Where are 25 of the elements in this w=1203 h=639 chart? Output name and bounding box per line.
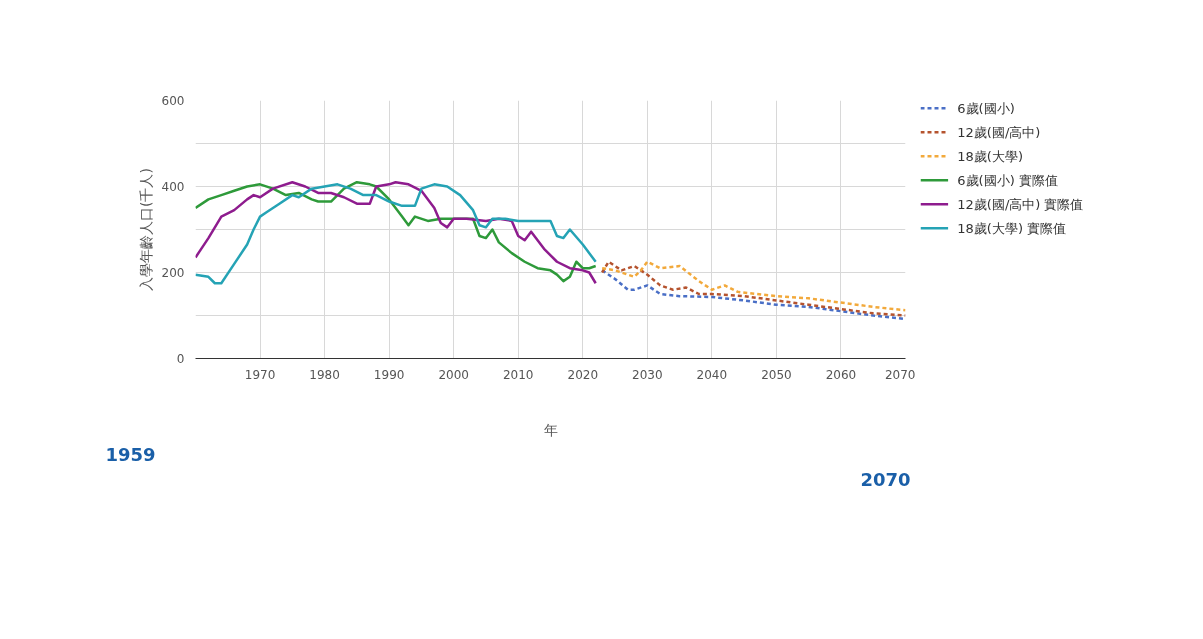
x-tick-label: 2050 [761, 367, 792, 382]
x-tick-label: 2010 [502, 367, 534, 382]
x-axis-title: 年 [543, 421, 558, 438]
x-tick-label: 2030 [632, 367, 663, 382]
x-tick-label: 1970 [244, 367, 276, 382]
x-tick-label: 1980 [309, 367, 340, 382]
y-tick-label: 400 [161, 180, 185, 194]
y-tick-label: 600 [161, 94, 185, 108]
x-tick-label: 2060 [825, 367, 857, 382]
legend-label: 18歲(大學) [957, 148, 1023, 164]
x-tick-label: 2020 [567, 367, 599, 382]
text: 1959 [105, 443, 156, 465]
x-tick-label: 2040 [696, 367, 728, 382]
legend-label: 18歲(大學) 實際值 [957, 220, 1067, 236]
legend-label: 6歲(國小) 實際值 [957, 172, 1058, 188]
x-tick-label: 2070 [884, 367, 916, 382]
legend-label: 12歲(國/高中) [957, 124, 1041, 140]
x-tick-label: 1990 [373, 367, 405, 382]
x-tick-label: 2000 [438, 367, 469, 382]
y-tick-label: 0 [176, 352, 185, 366]
legend-label: 12歲(國/高中) 實際值 [957, 196, 1084, 212]
y-axis-title: 入學年齡人口(千人) [137, 168, 154, 291]
y-tick-label: 200 [161, 266, 185, 280]
text: 2070 [860, 468, 911, 490]
legend-label: 6歲(國小) [957, 100, 1015, 116]
